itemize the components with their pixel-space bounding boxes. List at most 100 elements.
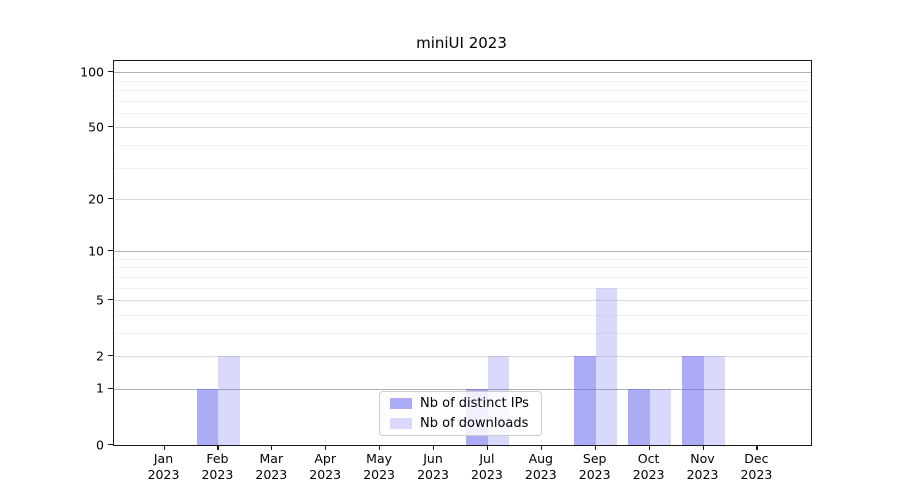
bar-distinct-ips-feb bbox=[196, 388, 219, 445]
x-tick-mark bbox=[379, 445, 381, 450]
x-tick-label-year: 2023 bbox=[255, 467, 288, 482]
gridline bbox=[114, 89, 811, 91]
x-tick-label: Jul 2023 bbox=[457, 451, 517, 483]
gridline bbox=[114, 276, 811, 278]
legend: Nb of distinct IPs Nb of downloads bbox=[379, 391, 542, 436]
gridline bbox=[114, 199, 811, 200]
bar-downloads-oct bbox=[649, 388, 672, 445]
x-tick-label-month: May bbox=[366, 451, 393, 466]
bar-downloads-feb bbox=[218, 356, 240, 445]
x-tick-label: Mar 2023 bbox=[241, 451, 301, 483]
legend-swatch-icon bbox=[390, 398, 412, 409]
x-tick-mark bbox=[433, 445, 435, 450]
y-tick-mark bbox=[108, 387, 113, 390]
x-tick-label: Jan 2023 bbox=[134, 451, 194, 483]
gridline bbox=[114, 356, 811, 358]
x-tick-mark bbox=[648, 445, 650, 450]
x-tick-mark bbox=[325, 445, 327, 450]
gridline bbox=[114, 144, 811, 146]
x-tick-label-month: Jan bbox=[153, 451, 174, 466]
chart-title: miniUI 2023 bbox=[416, 34, 507, 52]
legend-label: Nb of downloads bbox=[420, 416, 529, 431]
x-tick-label-year: 2023 bbox=[740, 467, 773, 482]
legend-item: Nb of downloads bbox=[380, 415, 541, 432]
x-tick-label-month: Jul bbox=[479, 451, 495, 466]
y-tick-mark bbox=[108, 444, 113, 446]
gridline bbox=[114, 72, 811, 74]
x-tick-label-month: Oct bbox=[637, 451, 660, 466]
y-tick-mark bbox=[108, 198, 113, 200]
bar-distinct-ips-oct bbox=[628, 388, 650, 445]
gridline bbox=[114, 287, 811, 289]
y-tick-label: 1 bbox=[96, 380, 104, 396]
x-tick-label: Aug 2023 bbox=[511, 451, 571, 483]
x-tick-label: Oct 2023 bbox=[619, 451, 679, 483]
y-tick-mark bbox=[108, 355, 113, 357]
gridline bbox=[114, 112, 811, 114]
x-tick-label-year: 2023 bbox=[363, 467, 395, 482]
y-tick-label: 0 bbox=[96, 437, 104, 452]
gridline bbox=[114, 167, 811, 169]
y-tick-label: 10 bbox=[88, 243, 104, 259]
x-tick-label-year: 2023 bbox=[309, 467, 342, 482]
x-tick-label-month: Nov bbox=[690, 451, 715, 466]
y-tick-label: 5 bbox=[96, 292, 104, 308]
gridline bbox=[114, 251, 811, 253]
x-tick-label: Feb 2023 bbox=[187, 451, 247, 483]
gridline bbox=[114, 80, 811, 82]
x-tick-label-year: 2023 bbox=[686, 467, 719, 482]
x-tick-label-month: Apr bbox=[314, 451, 336, 466]
x-tick-label-month: Jun bbox=[423, 451, 443, 466]
y-tick-mark bbox=[108, 299, 113, 301]
bar-distinct-ips-sep bbox=[574, 356, 596, 445]
y-tick-mark bbox=[108, 126, 113, 128]
y-tick-label: 20 bbox=[88, 191, 104, 206]
x-tick-mark bbox=[594, 445, 596, 450]
bar-downloads-sep bbox=[595, 287, 618, 445]
bar-distinct-ips-nov bbox=[682, 356, 704, 445]
gridline bbox=[114, 388, 811, 390]
bar-downloads-nov bbox=[703, 356, 725, 445]
gridline bbox=[114, 100, 811, 102]
x-tick-label-month: Mar bbox=[259, 451, 284, 466]
y-tick-mark bbox=[108, 250, 113, 252]
x-tick-label-year: 2023 bbox=[470, 467, 503, 482]
x-tick-mark bbox=[163, 445, 165, 450]
y-tick-label: 50 bbox=[88, 119, 104, 135]
gridline bbox=[114, 332, 811, 334]
x-tick-mark bbox=[271, 445, 273, 450]
legend-swatch-icon bbox=[390, 418, 412, 429]
y-tick-label: 100 bbox=[80, 64, 104, 80]
x-tick-label: Nov 2023 bbox=[673, 451, 733, 483]
x-tick-mark bbox=[756, 445, 758, 450]
gridline bbox=[114, 258, 811, 260]
x-tick-mark bbox=[486, 445, 489, 450]
legend-label: Nb of distinct IPs bbox=[420, 396, 529, 411]
x-tick-mark bbox=[540, 445, 542, 450]
y-tick-mark bbox=[108, 71, 113, 73]
x-tick-label-month: Sep bbox=[582, 451, 607, 466]
x-tick-label-year: 2023 bbox=[147, 467, 180, 482]
x-tick-label: Dec 2023 bbox=[726, 451, 786, 483]
x-tick-label-year: 2023 bbox=[201, 467, 234, 482]
x-tick-label-year: 2023 bbox=[578, 467, 611, 482]
x-tick-label: Jun 2023 bbox=[403, 451, 463, 483]
x-tick-label-year: 2023 bbox=[632, 467, 665, 482]
x-tick-label: Sep 2023 bbox=[565, 451, 625, 483]
gridline bbox=[114, 267, 811, 269]
x-tick-label-month: Aug bbox=[528, 451, 553, 466]
y-tick-label: 2 bbox=[96, 348, 104, 364]
x-tick-label: Apr 2023 bbox=[295, 451, 355, 483]
legend-item: Nb of distinct IPs bbox=[380, 395, 541, 412]
gridline bbox=[114, 127, 811, 129]
x-tick-label: May 2023 bbox=[349, 451, 409, 483]
x-tick-label-month: Dec bbox=[744, 451, 769, 466]
x-tick-label-year: 2023 bbox=[417, 467, 449, 482]
x-tick-mark bbox=[217, 445, 219, 450]
plot-area: Nb of distinct IPs Nb of downloads bbox=[113, 60, 812, 446]
x-tick-label-month: Feb bbox=[206, 451, 229, 466]
x-tick-label-year: 2023 bbox=[524, 467, 557, 482]
gridline bbox=[114, 314, 811, 316]
x-tick-mark bbox=[702, 445, 704, 450]
